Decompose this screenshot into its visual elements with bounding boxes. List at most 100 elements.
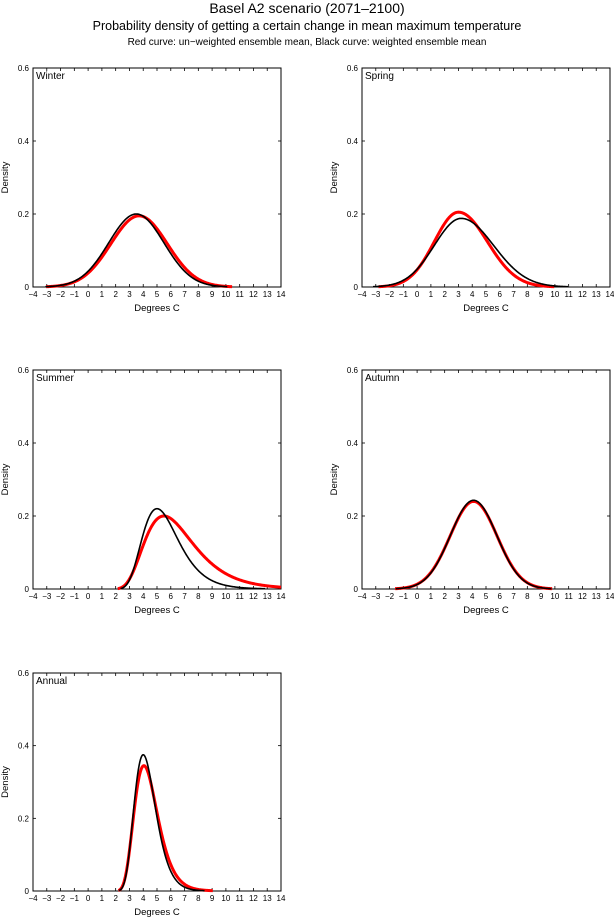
x-tick-label: 12 bbox=[578, 592, 587, 601]
x-tick-label: 0 bbox=[86, 894, 91, 903]
plot-frame bbox=[361, 369, 611, 590]
x-tick-label: 13 bbox=[592, 592, 601, 601]
x-tick-label: 11 bbox=[565, 592, 574, 601]
x-tick-label: 10 bbox=[221, 894, 230, 903]
plot-frame bbox=[32, 67, 282, 288]
x-tick-label: 3 bbox=[127, 290, 132, 299]
panels: −4 −3 −2 −1 0 1 2 3 4 5 6 7 8 9 10 11 12 13 1400.20.40.6De… bbox=[0, 64, 614, 918]
y-tick-label: 0.2 bbox=[18, 512, 30, 521]
panel-winter: −4 −3 −2 −1 0 1 2 3 4 5 6 7 8 9 10 11 12 13 1400.20.40.6De… bbox=[0, 64, 286, 314]
x-tick-label: 5 bbox=[155, 894, 160, 903]
x-tick-label: −2 bbox=[385, 290, 395, 299]
x-tick-label: 9 bbox=[539, 592, 544, 601]
x-tick-label: 12 bbox=[249, 592, 258, 601]
unweighted-mean-curve bbox=[45, 214, 233, 289]
panel-label: Annual bbox=[36, 676, 67, 687]
x-axis-label: Degrees C bbox=[463, 303, 509, 314]
x-tick-label: 11 bbox=[565, 290, 574, 299]
x-tick-label: 8 bbox=[525, 592, 530, 601]
x-tick-label: −4 bbox=[357, 290, 367, 299]
weighted-mean-curve bbox=[118, 753, 205, 892]
x-tick-label: 5 bbox=[155, 290, 160, 299]
x-tick-label: 10 bbox=[550, 290, 559, 299]
x-tick-label: 4 bbox=[141, 894, 146, 903]
weighted-mean-curve bbox=[395, 499, 552, 590]
x-tick-label: −4 bbox=[357, 592, 367, 601]
x-tick-label: −4 bbox=[28, 290, 38, 299]
weighted-mean-curve bbox=[45, 213, 228, 288]
y-tick-label: 0 bbox=[25, 887, 30, 896]
x-tick-label: 3 bbox=[456, 592, 461, 601]
x-tick-label: 12 bbox=[578, 290, 587, 299]
x-tick-label: 1 bbox=[100, 290, 105, 299]
panel-label: Autumn bbox=[365, 373, 399, 384]
x-tick-label: −2 bbox=[56, 894, 66, 903]
panel-spring: −4 −3 −2 −1 0 1 2 3 4 5 6 7 8 9 10 11 12 13 1400.20.40.6De… bbox=[329, 64, 614, 314]
panel-summer: −4 −3 −2 −1 0 1 2 3 4 5 6 7 8 9 10 11 12 13 1400.20.40.6De… bbox=[0, 366, 286, 616]
x-tick-label: 9 bbox=[210, 592, 215, 601]
x-tick-label: 14 bbox=[277, 290, 286, 299]
y-tick-label: 0.2 bbox=[347, 210, 359, 219]
unweighted-mean-curve bbox=[116, 514, 282, 591]
x-tick-label: −2 bbox=[56, 290, 66, 299]
y-tick-label: 0.2 bbox=[347, 512, 359, 521]
x-tick-label: 5 bbox=[484, 290, 489, 299]
y-tick-label: 0.4 bbox=[18, 137, 30, 146]
y-tick-label: 0 bbox=[354, 585, 359, 594]
figure-title: Basel A2 scenario (2071–2100) bbox=[209, 0, 404, 16]
x-tick-label: 1 bbox=[429, 290, 434, 299]
y-tick-label: 0.6 bbox=[18, 64, 30, 73]
y-axis-label: Density bbox=[0, 766, 11, 798]
x-tick-label: −3 bbox=[371, 592, 381, 601]
x-tick-label: −2 bbox=[56, 592, 66, 601]
y-tick-label: 0 bbox=[25, 585, 30, 594]
x-tick-label: 3 bbox=[127, 894, 132, 903]
x-tick-label: 3 bbox=[127, 592, 132, 601]
x-tick-label: −3 bbox=[42, 894, 52, 903]
x-tick-label: 3 bbox=[456, 290, 461, 299]
x-tick-label: 8 bbox=[196, 290, 201, 299]
y-tick-label: 0.6 bbox=[347, 64, 359, 73]
x-tick-label: 2 bbox=[113, 894, 118, 903]
x-tick-label: 13 bbox=[263, 592, 272, 601]
panel-autumn: −4 −3 −2 −1 0 1 2 3 4 5 6 7 8 9 10 11 12 13 1400.20.40.6De… bbox=[329, 366, 614, 616]
x-tick-label: 10 bbox=[550, 592, 559, 601]
x-tick-label: 7 bbox=[182, 290, 187, 299]
x-tick-label: 14 bbox=[606, 592, 614, 601]
unweighted-mean-curve bbox=[394, 499, 553, 591]
x-axis-label: Degrees C bbox=[463, 605, 509, 616]
x-tick-label: 11 bbox=[236, 592, 245, 601]
x-tick-label: 6 bbox=[498, 290, 503, 299]
x-tick-label: 1 bbox=[100, 592, 105, 601]
y-tick-label: 0.4 bbox=[18, 742, 30, 751]
unweighted-mean-curve bbox=[377, 210, 556, 289]
x-tick-label: −2 bbox=[385, 592, 395, 601]
x-tick-label: 11 bbox=[236, 894, 245, 903]
x-tick-label: 14 bbox=[277, 894, 286, 903]
x-tick-label: 14 bbox=[277, 592, 286, 601]
y-tick-label: 0 bbox=[354, 283, 359, 292]
x-tick-label: 5 bbox=[155, 592, 160, 601]
x-tick-label: 13 bbox=[592, 290, 601, 299]
x-tick-label: 0 bbox=[415, 290, 420, 299]
x-tick-label: 7 bbox=[182, 894, 187, 903]
x-tick-label: 7 bbox=[511, 290, 516, 299]
x-axis-label: Degrees C bbox=[134, 605, 180, 616]
panel-label: Summer bbox=[36, 373, 74, 384]
x-tick-label: 5 bbox=[484, 592, 489, 601]
y-axis-label: Density bbox=[329, 463, 340, 495]
x-tick-label: 1 bbox=[100, 894, 105, 903]
figure-subtitle: Probability density of getting a certain… bbox=[93, 19, 522, 33]
x-tick-label: 6 bbox=[169, 290, 174, 299]
x-axis-label: Degrees C bbox=[134, 303, 180, 314]
x-tick-label: −3 bbox=[42, 592, 52, 601]
y-axis-label: Density bbox=[0, 463, 11, 495]
y-axis-label: Density bbox=[329, 161, 340, 193]
x-tick-label: 10 bbox=[221, 592, 230, 601]
y-tick-label: 0.2 bbox=[18, 814, 30, 823]
x-tick-label: 14 bbox=[606, 290, 614, 299]
x-tick-label: −3 bbox=[371, 290, 381, 299]
x-tick-label: 10 bbox=[221, 290, 230, 299]
x-tick-label: 6 bbox=[169, 894, 174, 903]
x-tick-label: 9 bbox=[210, 894, 215, 903]
